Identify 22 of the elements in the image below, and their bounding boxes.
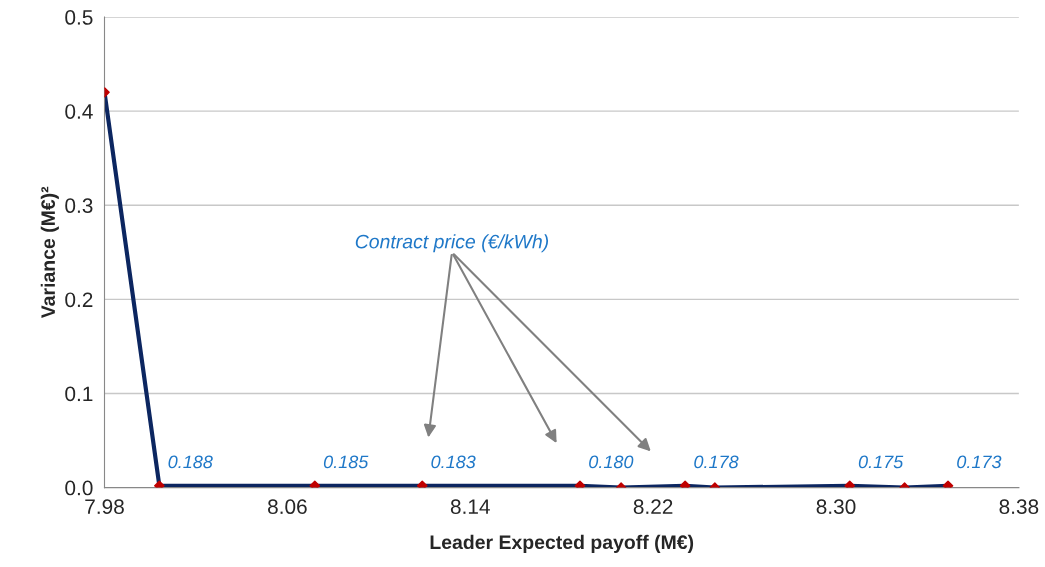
annotation: 0.180 bbox=[589, 455, 634, 469]
y-tick-label: 0.4 bbox=[65, 104, 93, 119]
y-axis-title: Variance (M€)² bbox=[40, 186, 59, 319]
annotation: Contract price (€/kWh) bbox=[355, 234, 549, 253]
x-axis-title: Leader Expected payoff (M€) bbox=[430, 534, 694, 553]
x-tick-label: 7.98 bbox=[85, 499, 124, 515]
y-tick-label: 0.5 bbox=[65, 10, 93, 25]
annotation: 0.175 bbox=[858, 455, 904, 469]
x-tick-label: 8.14 bbox=[450, 499, 490, 515]
annotation: 0.178 bbox=[694, 455, 739, 469]
y-tick-label: 0.1 bbox=[65, 386, 93, 402]
y-tick-label: 0.0 bbox=[65, 480, 93, 496]
y-tick-label: 0.3 bbox=[65, 198, 93, 214]
x-tick-label: 8.22 bbox=[633, 499, 673, 515]
x-tick-label: 8.06 bbox=[268, 499, 307, 515]
y-tick-label: 0.2 bbox=[65, 292, 93, 308]
x-tick-label: 8.30 bbox=[816, 499, 856, 515]
annotation: 0.185 bbox=[323, 455, 369, 469]
annotation: 0.173 bbox=[957, 455, 1002, 469]
x-tick-label: 8.38 bbox=[999, 499, 1039, 515]
annotation: 0.188 bbox=[168, 455, 213, 469]
annotation: 0.183 bbox=[431, 455, 476, 469]
